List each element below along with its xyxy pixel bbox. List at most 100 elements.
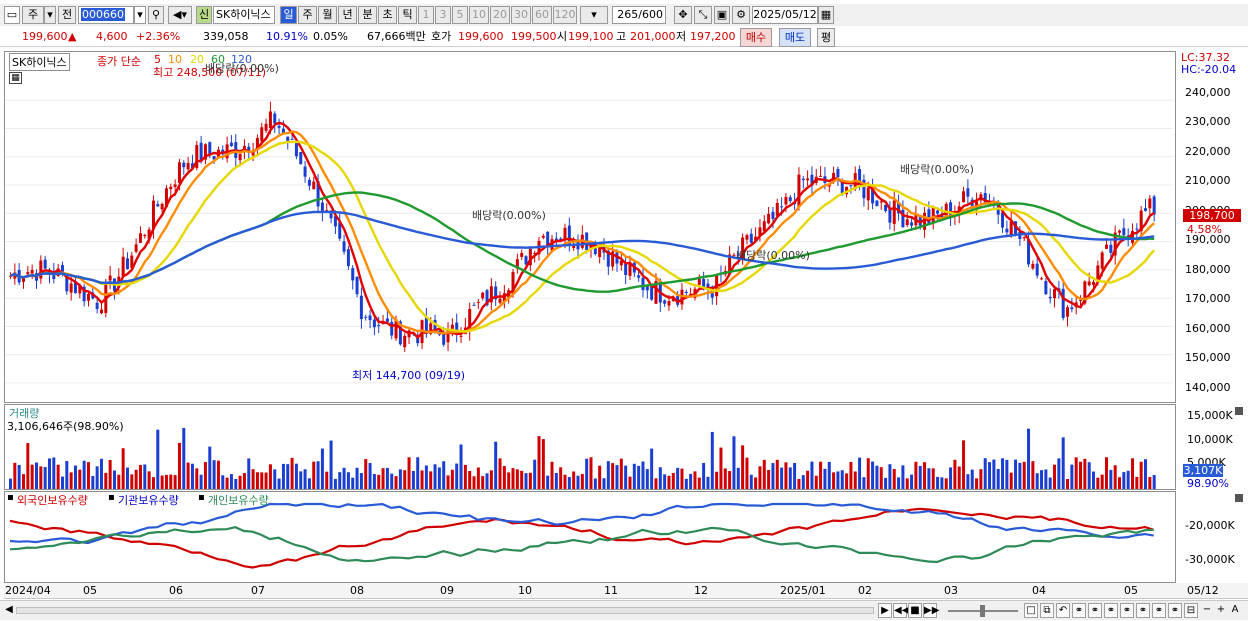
tab-year[interactable]: 년	[338, 6, 357, 24]
undo-icon[interactable]: ↶	[1056, 603, 1070, 618]
layout-icon[interactable]: ▭	[4, 6, 20, 24]
volume-bar	[1148, 477, 1152, 489]
candle-body	[697, 278, 701, 285]
volume-bar	[1018, 462, 1022, 489]
chevron-down-icon[interactable]: ▾	[134, 6, 146, 24]
gear-icon[interactable]: ⚙	[732, 6, 750, 24]
close-icon[interactable]	[1235, 407, 1243, 415]
chart-link-icon[interactable]: ⚭	[1152, 603, 1166, 618]
grid-toggle-icon[interactable]: ▦	[9, 72, 22, 84]
horizontal-scrollbar[interactable]	[16, 607, 874, 614]
volume-bar	[1087, 462, 1091, 489]
candle-body	[1131, 231, 1135, 243]
rewind-icon[interactable]: ◀◀	[893, 603, 910, 618]
candle-body	[156, 204, 160, 207]
font-size-icon[interactable]: A	[1231, 604, 1239, 615]
interval-10-button[interactable]: 10	[469, 6, 489, 24]
volume-bar	[632, 463, 636, 489]
volume-bar	[1083, 458, 1087, 489]
draw-tool-icon[interactable]: ⤡	[694, 6, 712, 24]
chevron-down-icon[interactable]: ▾	[44, 6, 56, 24]
tab-day[interactable]: 일	[280, 6, 297, 24]
stock-name-field[interactable]: SK하이닉스	[213, 6, 275, 24]
x-tick: 2025/01	[780, 584, 826, 597]
volume-bar	[21, 474, 25, 489]
crosshair-icon[interactable]: ✥	[674, 6, 692, 24]
layout-icon[interactable]: □	[1024, 603, 1038, 618]
volume-bar	[394, 476, 398, 489]
interval-3-button[interactable]: 3	[435, 6, 451, 24]
interval-5-button[interactable]: 5	[452, 6, 468, 24]
volume-bar	[1014, 459, 1018, 489]
save-icon[interactable]: ▣	[714, 6, 730, 24]
volume-bar	[983, 458, 987, 489]
tab-month[interactable]: 월	[318, 6, 337, 24]
volume-panel: 거래량 3,106,646주(98.90%)	[4, 404, 1176, 490]
candle-body	[377, 325, 381, 327]
candle-body	[801, 178, 805, 181]
x-axis-last-date: 05/12	[1187, 584, 1219, 597]
volume-bar	[225, 477, 229, 489]
volume-bar	[541, 439, 545, 489]
interval-60-button[interactable]: 60	[532, 6, 552, 24]
count-input[interactable]: 265/600	[612, 6, 666, 24]
stop-icon[interactable]: ■	[908, 603, 922, 618]
candle-body	[541, 235, 545, 238]
compare-icon[interactable]: ⧉	[1040, 603, 1054, 618]
candle-body	[1113, 232, 1117, 256]
volume-bar	[108, 459, 112, 489]
eval-button[interactable]: 평	[817, 28, 835, 47]
candle-body	[125, 258, 129, 270]
search-icon[interactable]: ⚲	[148, 6, 164, 24]
candle-body	[316, 181, 320, 207]
chart-link-icon[interactable]: ⚭	[1120, 603, 1134, 618]
volume-bar	[663, 474, 667, 489]
chart-link-icon[interactable]: ⚭	[1104, 603, 1118, 618]
chart-link-icon[interactable]: ⚭	[1072, 603, 1086, 618]
buy-button[interactable]: 매수	[740, 28, 772, 47]
candle-body	[1005, 228, 1009, 233]
fast-forward-icon[interactable]: ▶▶	[923, 603, 940, 618]
zoom-in-icon[interactable]: +	[1216, 604, 1226, 615]
interval-30-button[interactable]: 30	[511, 6, 531, 24]
candle-body	[563, 227, 567, 241]
volume-bar	[346, 472, 350, 489]
candle-body	[888, 208, 892, 223]
interval-120-button[interactable]: 120	[553, 6, 577, 24]
chart-link-icon[interactable]: ⚭	[1088, 603, 1102, 618]
zoom-out-icon[interactable]: −	[1202, 604, 1212, 615]
play-icon[interactable]: ▶	[878, 603, 892, 618]
tab-minute[interactable]: 분	[358, 6, 377, 24]
speaker-icon[interactable]: ◀▾	[168, 6, 192, 24]
interval-20-button[interactable]: 20	[490, 6, 510, 24]
interval-select[interactable]: ▾	[580, 6, 608, 24]
candle-body	[784, 196, 788, 205]
chart-link-icon[interactable]: ⚭	[1168, 603, 1182, 618]
candle-body	[619, 260, 623, 266]
interval-1-button[interactable]: 1	[418, 6, 434, 24]
zoom-slider-handle[interactable]	[980, 605, 985, 617]
candle-body	[520, 253, 524, 257]
period-select[interactable]: 주	[22, 6, 44, 24]
volume-bar	[9, 478, 12, 489]
close-icon[interactable]	[1235, 494, 1243, 502]
sell-button[interactable]: 매도	[779, 28, 811, 47]
ma-line	[10, 130, 1155, 335]
split-view-icon[interactable]: ⊟	[1184, 603, 1198, 618]
prev-button[interactable]: 전	[58, 6, 76, 24]
tab-week[interactable]: 주	[298, 6, 317, 24]
volume-bar	[1092, 471, 1096, 489]
x-tick: 03	[944, 584, 958, 597]
chart-link-icon[interactable]: ⚭	[1136, 603, 1150, 618]
calendar-icon[interactable]: ▦	[818, 6, 834, 24]
y-tick: 230,000	[1185, 115, 1231, 128]
date-input[interactable]: 2025/05/12	[752, 6, 818, 24]
candle-body	[264, 123, 268, 131]
tab-second[interactable]: 초	[378, 6, 397, 24]
candle-body	[780, 206, 784, 208]
scroll-left-icon[interactable]: ◀	[5, 604, 13, 615]
legend-square-icon: ▪	[108, 492, 115, 503]
volume-bar	[403, 470, 407, 489]
stock-code-input[interactable]: 000660	[78, 6, 134, 24]
tab-tick[interactable]: 틱	[398, 6, 417, 24]
